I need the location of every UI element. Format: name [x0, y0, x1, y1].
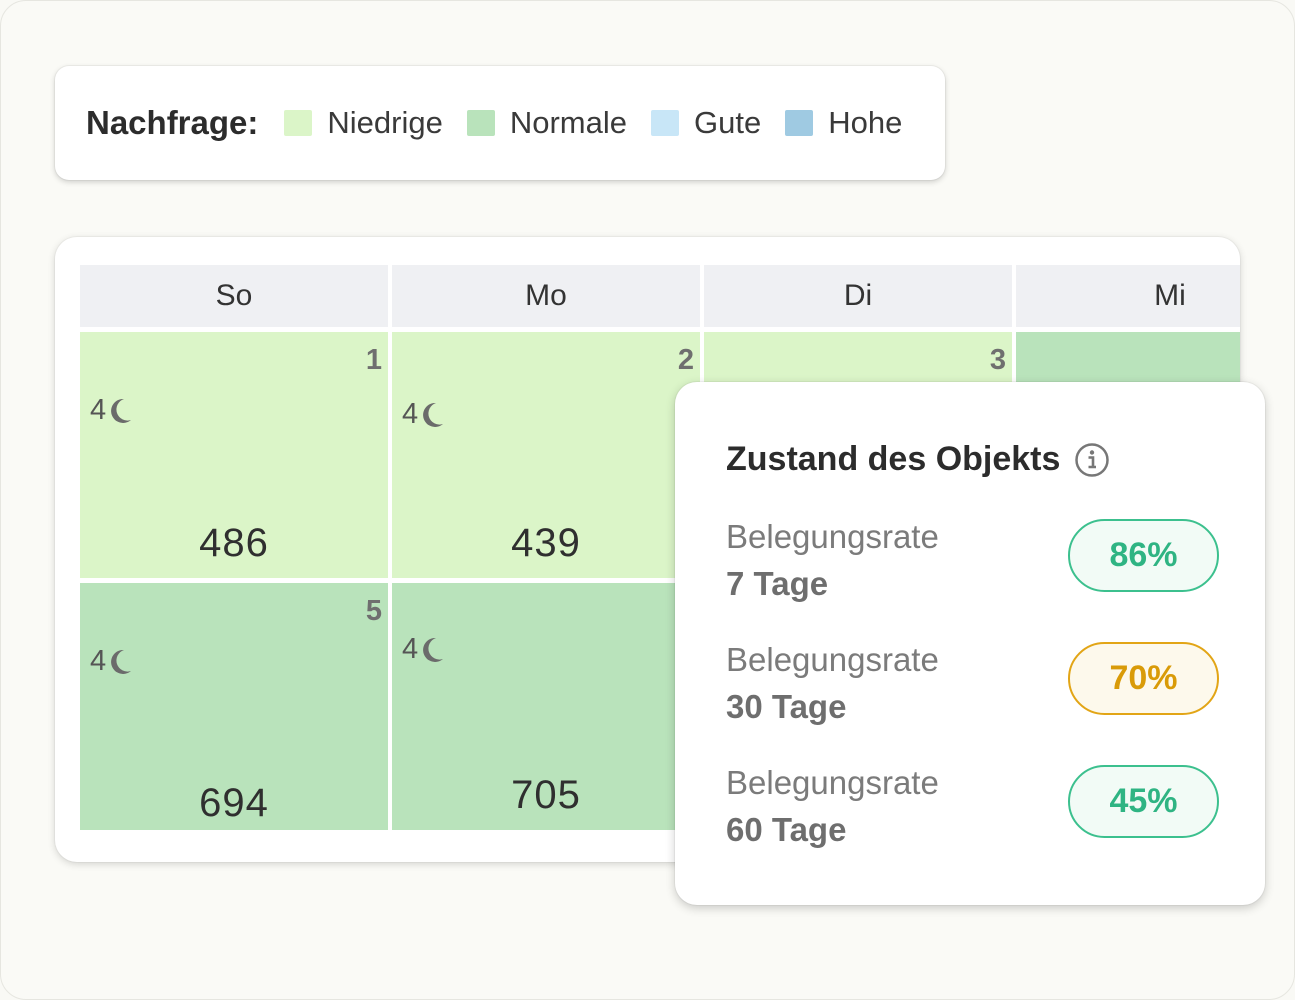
info-icon[interactable] [1074, 442, 1110, 478]
rate-label: Belegungsrate [726, 518, 939, 555]
calendar-day-cell[interactable]: 1 4 486 [80, 332, 388, 578]
weekday-header-sunday: So [80, 265, 388, 327]
moon-icon [111, 649, 132, 674]
legend-label: Hohe [828, 105, 903, 140]
calendar-grid: So Mo Di Mi 1 4 486 2 4 439 3 5 4 694 4 [55, 237, 1240, 862]
day-number: 2 [677, 344, 694, 376]
legend-swatch-high [785, 110, 814, 136]
legend-title: Nachfrage: [86, 104, 259, 141]
moon-icon [423, 402, 444, 427]
occupancy-rate-7-days: Belegungsrate 7 Tage 86% [726, 514, 1219, 604]
rate-badge: 86% [1068, 519, 1219, 592]
demand-legend: Nachfrage: Niedrige Normale Gute Hohe [55, 66, 945, 180]
day-number: 5 [365, 595, 382, 627]
nights-count: 4 [402, 633, 419, 665]
weekday-header-tuesday: Di [704, 265, 1012, 327]
nights-count: 4 [402, 398, 419, 430]
rate-label: Belegungsrate [726, 764, 939, 801]
nights-count: 4 [90, 394, 107, 426]
rate-badge: 70% [1068, 642, 1219, 715]
day-price: 705 [511, 773, 581, 817]
rate-badge: 45% [1068, 765, 1219, 838]
occupancy-rate-60-days: Belegungsrate 60 Tage 45% [726, 760, 1219, 850]
day-price: 486 [199, 521, 269, 565]
occupancy-rate-30-days: Belegungsrate 30 Tage 70% [726, 637, 1219, 727]
rate-label: Belegungsrate [726, 641, 939, 678]
popup-title-text: Zustand des Objekts [726, 440, 1061, 478]
legend-item-good: Gute [651, 105, 761, 141]
rate-period: 7 Tage [726, 565, 829, 602]
property-status-popup: Zustand des Objekts Belegungsrate 7 Tage… [675, 382, 1265, 905]
legend-swatch-good [651, 110, 679, 136]
day-price: 439 [511, 521, 581, 565]
legend-item-normal: Normale [466, 105, 627, 141]
nights-indicator: 4 [402, 398, 445, 431]
weekday-header-wednesday: Mi [1016, 265, 1240, 327]
legend-label: Normale [509, 105, 627, 140]
calendar-day-cell[interactable]: 4 705 [392, 583, 700, 830]
day-number: 3 [989, 344, 1006, 376]
legend-label: Gute [694, 105, 762, 140]
calendar-day-cell[interactable]: 2 4 439 [392, 332, 700, 578]
legend-label: Niedrige [327, 105, 443, 140]
weekday-header-monday: Mo [392, 265, 700, 327]
nights-count: 4 [90, 645, 107, 677]
day-price: 694 [199, 781, 269, 825]
calendar-day-cell[interactable]: 5 4 694 [80, 583, 388, 830]
legend-swatch-normal [466, 110, 495, 136]
legend-item-low: Niedrige [284, 105, 443, 141]
nights-indicator: 4 [90, 394, 133, 427]
legend-item-high: Hohe [785, 105, 902, 141]
moon-icon [111, 398, 132, 423]
moon-icon [423, 637, 444, 662]
rate-period: 30 Tage [726, 688, 847, 725]
popup-title: Zustand des Objekts [726, 440, 1110, 479]
nights-indicator: 4 [90, 645, 133, 678]
day-number: 1 [365, 344, 382, 376]
legend-swatch-low [284, 110, 313, 136]
rate-period: 60 Tage [726, 811, 847, 848]
nights-indicator: 4 [402, 633, 445, 666]
